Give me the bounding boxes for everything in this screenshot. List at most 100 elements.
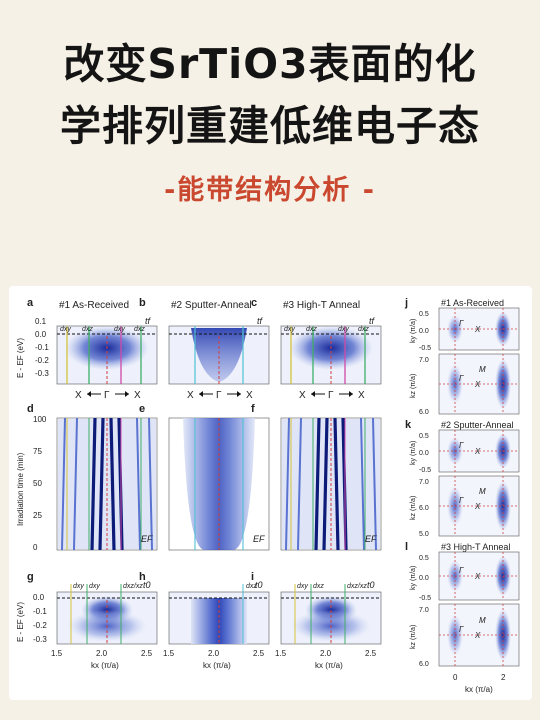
band-streak xyxy=(73,417,78,551)
panel-label-l: l xyxy=(405,541,408,553)
map-mark: X xyxy=(474,502,481,511)
arrow-label-x-right: X xyxy=(358,390,365,401)
map-tick: 0.5 xyxy=(419,433,429,440)
map-tick: 0.0 xyxy=(419,450,429,457)
energy-tick: -0.2 xyxy=(35,356,49,365)
map-kx-tick: 2 xyxy=(501,673,506,682)
energy-tick-bottom: -0.3 xyxy=(33,635,47,644)
map-mark: Γ xyxy=(459,566,464,575)
arrow-label-x-right: X xyxy=(134,390,141,401)
map-kx-label: kx (π/a) xyxy=(465,685,493,694)
map-mark: Γ xyxy=(459,496,464,505)
kx-tick: 2.0 xyxy=(208,649,220,658)
panel-label-e: e xyxy=(139,403,145,415)
panel-title-l: #3 High-T Anneal xyxy=(441,542,510,552)
energy-tick: 0.1 xyxy=(35,317,47,326)
map-tick: 6.0 xyxy=(419,409,429,416)
time-tick: 0 xyxy=(33,543,38,552)
band-label: dxy xyxy=(60,326,71,333)
arrow-label-x-left: X xyxy=(299,390,306,401)
kx-axis-label: kx (π/a) xyxy=(315,661,343,670)
map-mark: M xyxy=(479,365,486,374)
arrow-head-right xyxy=(349,391,353,397)
arrow-label-gamma: Γ xyxy=(104,390,110,401)
corner-label: tf xyxy=(145,316,152,326)
title-line-2: 学排列重建低维电子态 xyxy=(60,102,480,150)
map-tick: 0.0 xyxy=(419,575,429,582)
kx-tick: 1.5 xyxy=(163,649,175,658)
band-label: dxz xyxy=(313,583,324,590)
map-kx-tick: 0 xyxy=(453,673,458,682)
arrow-label-gamma: Γ xyxy=(328,390,334,401)
map-mark: Γ xyxy=(459,625,464,634)
map-axis-label: kz (π/a) xyxy=(410,496,417,520)
corner-label: tf xyxy=(257,316,264,326)
band-label: dxz xyxy=(246,583,257,590)
kx-axis-label: kx (π/a) xyxy=(203,661,231,670)
kx-tick: 2.5 xyxy=(365,649,377,658)
kx-tick: 1.5 xyxy=(51,649,63,658)
panel-label-j: j xyxy=(404,297,408,309)
arrow-label-gamma: Γ xyxy=(216,390,222,401)
band-streak xyxy=(322,417,329,551)
map-mark: Γ xyxy=(459,374,464,383)
panel-label-d: d xyxy=(27,403,34,415)
time-tick: 100 xyxy=(33,415,47,424)
panel-title-k: #2 Sputter-Anneal xyxy=(441,420,514,430)
kx-tick: 2.0 xyxy=(320,649,332,658)
band-label: dxz xyxy=(306,326,317,333)
time-tick: 25 xyxy=(33,511,42,520)
band-label: dxy xyxy=(338,326,349,333)
map-mark: X xyxy=(474,447,481,456)
energy-tick: -0.1 xyxy=(35,343,49,352)
time-axis-label: Irradiation time (min) xyxy=(16,452,25,526)
map-mark: Γ xyxy=(459,441,464,450)
time-tick: 75 xyxy=(33,447,42,456)
map-tick: -0.5 xyxy=(419,345,431,352)
arrow-head-left xyxy=(199,391,203,397)
band-dispersion xyxy=(191,328,247,382)
band-label: dxy xyxy=(114,326,125,333)
panel-label-h: h xyxy=(139,571,146,583)
band-label: dxy xyxy=(297,583,308,590)
band-streak xyxy=(98,417,105,551)
map-tick: 0.0 xyxy=(419,328,429,335)
kx-tick: 1.5 xyxy=(275,649,287,658)
map-tick: 7.0 xyxy=(419,479,429,486)
kx-tick: 2.5 xyxy=(141,649,153,658)
map-tick: 6.0 xyxy=(419,661,429,668)
map-tick: -0.5 xyxy=(419,467,431,474)
panel-label-b: b xyxy=(139,297,146,309)
panel-title-c: #3 High-T Anneal xyxy=(283,300,360,311)
energy-tick: 0.0 xyxy=(35,330,47,339)
panel-label-k: k xyxy=(405,419,412,431)
band-label: dxy xyxy=(284,326,295,333)
map-mark: Γ xyxy=(459,319,464,328)
map-tick: 6.0 xyxy=(419,505,429,512)
corner-label: t0 xyxy=(143,580,151,590)
map-tick: -0.5 xyxy=(419,595,431,602)
band-streak xyxy=(314,417,321,551)
subtitle: -能带结构分析 - xyxy=(164,175,376,206)
kx-tick: 2.0 xyxy=(96,649,108,658)
band-streak xyxy=(109,417,116,551)
arrow-label-x-right: X xyxy=(246,390,253,401)
arrow-head-right xyxy=(125,391,129,397)
panel-label-i: i xyxy=(251,571,254,583)
corner-label: t0 xyxy=(367,580,375,590)
map-axis-label: ky (π/a) xyxy=(410,441,417,465)
band-label: dxz xyxy=(82,326,93,333)
map-axis-label: ky (π/a) xyxy=(410,566,417,590)
kx-axis-label: kx (π/a) xyxy=(91,661,119,670)
band-label: dxz xyxy=(358,326,369,333)
band-label: dxz/xz xyxy=(123,583,143,590)
band-label: dxy xyxy=(89,583,100,590)
map-tick: 0.5 xyxy=(419,555,429,562)
band-streak xyxy=(372,417,377,551)
arrow-head-left xyxy=(311,391,315,397)
map-tick: 7.0 xyxy=(419,357,429,364)
map-mark: X xyxy=(474,380,481,389)
map-axis-label: ky (π/a) xyxy=(410,319,417,343)
